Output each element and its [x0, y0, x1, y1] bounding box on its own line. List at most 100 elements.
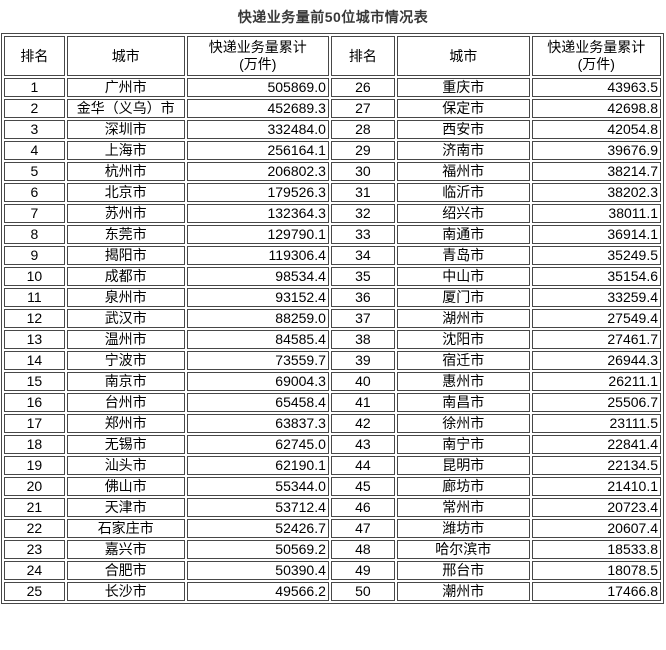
header-volume-line2: (万件) — [577, 56, 615, 72]
volume-cell: 132364.3 — [186, 204, 329, 223]
rank-cell: 42 — [330, 414, 395, 433]
volume-cell: 18078.5 — [531, 561, 661, 580]
volume-cell: 98534.4 — [186, 267, 329, 286]
city-cell: 宿迁市 — [396, 351, 530, 370]
city-cell: 苏州市 — [66, 204, 185, 223]
rank-cell: 24 — [4, 561, 65, 580]
volume-cell: 63837.3 — [186, 414, 329, 433]
page-title: 快递业务量前50位城市情况表 — [237, 9, 429, 25]
city-cell: 上海市 — [66, 141, 185, 160]
table-row: 19 汕头市 62190.1 44 昆明市 22134.5 — [4, 456, 661, 475]
table-row: 14 宁波市 73559.7 39 宿迁市 26944.3 — [4, 351, 661, 370]
rank-cell: 19 — [4, 456, 65, 475]
volume-cell: 452689.3 — [186, 99, 329, 118]
city-cell: 泉州市 — [66, 288, 185, 307]
rank-cell: 49 — [330, 561, 395, 580]
city-cell: 台州市 — [66, 393, 185, 412]
city-cell: 北京市 — [66, 183, 185, 202]
city-cell: 湖州市 — [396, 309, 530, 328]
volume-cell: 33259.4 — [531, 288, 661, 307]
rank-cell: 17 — [4, 414, 65, 433]
header-volume-line1: 快递业务量累计 — [547, 39, 646, 55]
rank-cell: 38 — [330, 330, 395, 349]
table-row: 22 石家庄市 52426.7 47 潍坊市 20607.4 — [4, 519, 661, 538]
rank-cell: 20 — [4, 477, 65, 496]
rank-cell: 18 — [4, 435, 65, 454]
rank-cell: 12 — [4, 309, 65, 328]
city-cell: 廊坊市 — [396, 477, 530, 496]
rank-cell: 26 — [330, 78, 395, 97]
rank-cell: 45 — [330, 477, 395, 496]
city-cell: 汕头市 — [66, 456, 185, 475]
city-cell: 绍兴市 — [396, 204, 530, 223]
city-cell: 无锡市 — [66, 435, 185, 454]
rank-cell: 14 — [4, 351, 65, 370]
volume-cell: 62190.1 — [186, 456, 329, 475]
table-row: 24 合肥市 50390.4 49 邢台市 18078.5 — [4, 561, 661, 580]
volume-cell: 73559.7 — [186, 351, 329, 370]
volume-cell: 17466.8 — [531, 582, 661, 601]
volume-cell: 36914.1 — [531, 225, 661, 244]
rank-cell: 2 — [4, 99, 65, 118]
city-ranking-table: 排名 城市 快递业务量累计 (万件) 排名 城市 快递业务量累计 (万件) 1 广州市… — [1, 33, 664, 604]
rank-cell: 27 — [330, 99, 395, 118]
city-cell: 广州市 — [66, 78, 185, 97]
volume-cell: 27549.4 — [531, 309, 661, 328]
volume-cell: 35154.6 — [531, 267, 661, 286]
city-cell: 重庆市 — [396, 78, 530, 97]
volume-cell: 50569.2 — [186, 540, 329, 559]
city-cell: 济南市 — [396, 141, 530, 160]
volume-cell: 505869.0 — [186, 78, 329, 97]
city-cell: 南京市 — [66, 372, 185, 391]
rank-cell: 48 — [330, 540, 395, 559]
header-city-left: 城市 — [66, 36, 185, 76]
rank-cell: 11 — [4, 288, 65, 307]
volume-cell: 27461.7 — [531, 330, 661, 349]
volume-cell: 206802.3 — [186, 162, 329, 181]
rank-cell: 25 — [4, 582, 65, 601]
rank-cell: 5 — [4, 162, 65, 181]
header-rank-left: 排名 — [4, 36, 65, 76]
rank-cell: 3 — [4, 120, 65, 139]
table-row: 3 深圳市 332484.0 28 西安市 42054.8 — [4, 120, 661, 139]
city-cell: 成都市 — [66, 267, 185, 286]
city-cell: 常州市 — [396, 498, 530, 517]
volume-cell: 21410.1 — [531, 477, 661, 496]
volume-cell: 39676.9 — [531, 141, 661, 160]
table-row: 9 揭阳市 119306.4 34 青岛市 35249.5 — [4, 246, 661, 265]
city-cell: 嘉兴市 — [66, 540, 185, 559]
volume-cell: 23111.5 — [531, 414, 661, 433]
rank-cell: 36 — [330, 288, 395, 307]
city-cell: 南昌市 — [396, 393, 530, 412]
city-cell: 天津市 — [66, 498, 185, 517]
city-cell: 厦门市 — [396, 288, 530, 307]
city-cell: 徐州市 — [396, 414, 530, 433]
table-row: 7 苏州市 132364.3 32 绍兴市 38011.1 — [4, 204, 661, 223]
table-row: 12 武汉市 88259.0 37 湖州市 27549.4 — [4, 309, 661, 328]
rank-cell: 44 — [330, 456, 395, 475]
header-row: 排名 城市 快递业务量累计 (万件) 排名 城市 快递业务量累计 (万件) — [4, 36, 661, 76]
table-row: 11 泉州市 93152.4 36 厦门市 33259.4 — [4, 288, 661, 307]
volume-cell: 52426.7 — [186, 519, 329, 538]
city-cell: 宁波市 — [66, 351, 185, 370]
city-cell: 昆明市 — [396, 456, 530, 475]
rank-cell: 13 — [4, 330, 65, 349]
volume-cell: 55344.0 — [186, 477, 329, 496]
rank-cell: 39 — [330, 351, 395, 370]
volume-cell: 42698.8 — [531, 99, 661, 118]
rank-cell: 47 — [330, 519, 395, 538]
header-city-right: 城市 — [396, 36, 530, 76]
city-cell: 沈阳市 — [396, 330, 530, 349]
rank-cell: 22 — [4, 519, 65, 538]
table-row: 8 东莞市 129790.1 33 南通市 36914.1 — [4, 225, 661, 244]
volume-cell: 53712.4 — [186, 498, 329, 517]
rank-cell: 37 — [330, 309, 395, 328]
table-row: 16 台州市 65458.4 41 南昌市 25506.7 — [4, 393, 661, 412]
city-cell: 青岛市 — [396, 246, 530, 265]
city-cell: 保定市 — [396, 99, 530, 118]
city-cell: 武汉市 — [66, 309, 185, 328]
table-row: 15 南京市 69004.3 40 惠州市 26211.1 — [4, 372, 661, 391]
table-body: 1 广州市 505869.0 26 重庆市 43963.5 2 金华（义乌）市 452689.3… — [4, 78, 661, 601]
volume-cell: 22841.4 — [531, 435, 661, 454]
volume-cell: 25506.7 — [531, 393, 661, 412]
